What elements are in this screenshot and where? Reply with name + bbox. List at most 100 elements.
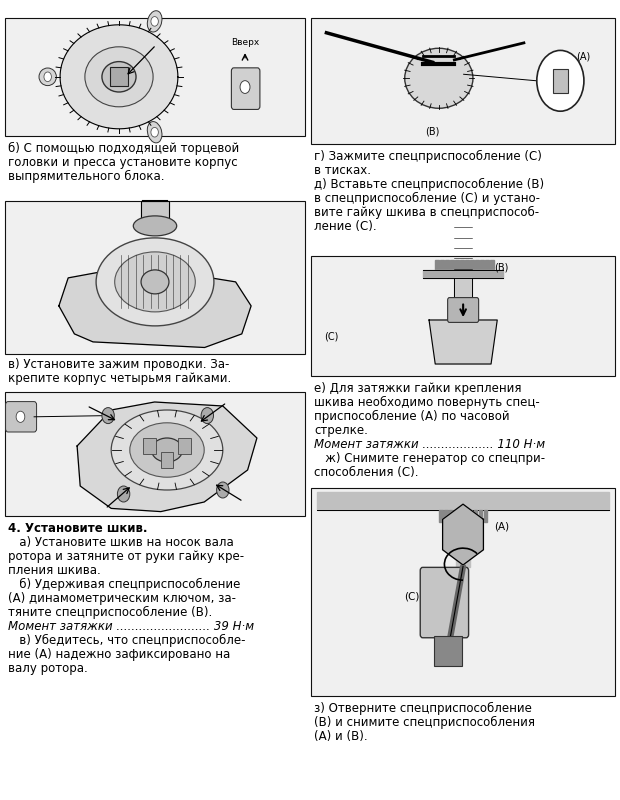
Polygon shape — [470, 260, 474, 270]
Polygon shape — [485, 260, 489, 270]
Text: ние (А) надежно зафиксировано на: ние (А) надежно зафиксировано на — [8, 649, 230, 662]
Text: (A): (A) — [494, 522, 509, 531]
Polygon shape — [440, 510, 443, 522]
Text: (B): (B) — [425, 126, 440, 136]
Text: (B): (B) — [494, 263, 508, 273]
Polygon shape — [60, 25, 178, 129]
FancyBboxPatch shape — [231, 68, 260, 110]
Circle shape — [151, 127, 158, 137]
Ellipse shape — [39, 68, 56, 86]
Circle shape — [16, 411, 25, 422]
Ellipse shape — [115, 252, 195, 312]
Polygon shape — [429, 320, 497, 364]
Bar — [178, 438, 190, 454]
Ellipse shape — [148, 10, 162, 32]
Bar — [161, 453, 173, 469]
Text: пления шкива.: пления шкива. — [8, 565, 101, 578]
Text: з) Отверните спецприспособление: з) Отверните спецприспособление — [314, 702, 532, 715]
Ellipse shape — [133, 216, 177, 236]
Polygon shape — [77, 402, 257, 512]
Circle shape — [216, 482, 229, 498]
Text: Момент затяжки ......................... 39 Н·м: Момент затяжки .........................… — [8, 621, 254, 634]
Text: шкива необходимо повернуть спец-: шкива необходимо повернуть спец- — [314, 396, 540, 410]
Ellipse shape — [148, 122, 162, 143]
Polygon shape — [454, 510, 458, 522]
Polygon shape — [456, 534, 471, 566]
Circle shape — [240, 81, 250, 94]
Ellipse shape — [102, 62, 136, 92]
FancyBboxPatch shape — [420, 567, 469, 638]
Text: приспособление (А) по часовой: приспособление (А) по часовой — [314, 410, 510, 423]
Text: (В) и снимите спецприспособления: (В) и снимите спецприспособления — [314, 717, 535, 730]
Bar — [311, 18, 615, 144]
Polygon shape — [450, 510, 453, 522]
Polygon shape — [464, 510, 467, 522]
Text: головки и пресса установите корпус: головки и пресса установите корпус — [8, 157, 237, 170]
Text: в) Убедитесь, что спецприспособле-: в) Убедитесь, что спецприспособле- — [8, 634, 246, 647]
Text: (C): (C) — [324, 331, 338, 341]
Text: (А) и (В).: (А) и (В). — [314, 730, 368, 743]
Bar — [5, 392, 305, 516]
Polygon shape — [484, 510, 487, 522]
Bar — [553, 69, 568, 93]
Ellipse shape — [130, 422, 204, 477]
Ellipse shape — [151, 438, 182, 462]
Text: е) Для затяжки гайки крепления: е) Для затяжки гайки крепления — [314, 382, 522, 395]
Bar — [5, 18, 305, 136]
Text: д) Вставьте спецприспособление (В): д) Вставьте спецприспособление (В) — [314, 178, 544, 191]
Text: в тисках.: в тисках. — [314, 164, 371, 178]
Text: б) Удерживая спецприспособление: б) Удерживая спецприспособление — [8, 578, 241, 591]
Polygon shape — [59, 270, 251, 347]
Polygon shape — [141, 201, 169, 226]
Ellipse shape — [111, 410, 223, 490]
Polygon shape — [479, 510, 482, 522]
Circle shape — [537, 50, 584, 111]
Text: г) Зажмите спецприспособление (С): г) Зажмите спецприспособление (С) — [314, 150, 542, 163]
Text: крепите корпус четырьмя гайками.: крепите корпус четырьмя гайками. — [8, 372, 231, 386]
Polygon shape — [423, 270, 503, 278]
Circle shape — [117, 486, 130, 502]
Text: ление (С).: ление (С). — [314, 220, 377, 234]
Bar — [434, 636, 461, 666]
Polygon shape — [317, 492, 609, 510]
Bar — [110, 67, 128, 86]
Text: б) С помощью подходящей торцевой: б) С помощью подходящей торцевой — [8, 142, 239, 155]
Polygon shape — [445, 510, 448, 522]
Text: а) Установите шкив на носок вала: а) Установите шкив на носок вала — [8, 537, 234, 550]
Ellipse shape — [96, 238, 214, 326]
Polygon shape — [459, 510, 463, 522]
Text: ротора и затяните от руки гайку кре-: ротора и затяните от руки гайку кре- — [8, 550, 244, 563]
Bar — [143, 438, 156, 454]
Text: Вверх: Вверх — [231, 38, 259, 47]
Text: способления (С).: способления (С). — [314, 466, 419, 479]
Bar — [311, 488, 615, 696]
Text: валу ротора.: валу ротора. — [8, 662, 88, 675]
Polygon shape — [490, 260, 494, 270]
Text: тяните спецприспособление (В).: тяните спецприспособление (В). — [8, 606, 212, 619]
Ellipse shape — [85, 47, 153, 107]
Polygon shape — [450, 260, 454, 270]
Polygon shape — [474, 510, 477, 522]
Polygon shape — [454, 278, 472, 300]
FancyBboxPatch shape — [6, 402, 37, 432]
Text: выпрямительного блока.: выпрямительного блока. — [8, 170, 164, 183]
Polygon shape — [465, 260, 469, 270]
Text: в) Установите зажим проводки. За-: в) Установите зажим проводки. За- — [8, 358, 229, 371]
Polygon shape — [443, 504, 484, 565]
Polygon shape — [455, 260, 459, 270]
Circle shape — [44, 72, 51, 82]
Text: 4. Установите шкив.: 4. Установите шкив. — [8, 522, 148, 535]
Circle shape — [201, 407, 213, 424]
Polygon shape — [469, 510, 472, 522]
Text: (А) динамометрическим ключом, за-: (А) динамометрическим ключом, за- — [8, 593, 236, 606]
Polygon shape — [440, 260, 444, 270]
Polygon shape — [460, 260, 464, 270]
Circle shape — [151, 17, 158, 26]
Ellipse shape — [405, 48, 473, 108]
Text: вите гайку шкива в спецприспособ-: вите гайку шкива в спецприспособ- — [314, 206, 539, 219]
Bar — [5, 201, 305, 354]
Text: в спецприспособление (С) и устано-: в спецприспособление (С) и устано- — [314, 192, 541, 206]
Text: (C): (C) — [404, 591, 420, 601]
Text: ж) Снимите генератор со спецпри-: ж) Снимите генератор со спецпри- — [314, 452, 546, 466]
Ellipse shape — [141, 270, 169, 294]
